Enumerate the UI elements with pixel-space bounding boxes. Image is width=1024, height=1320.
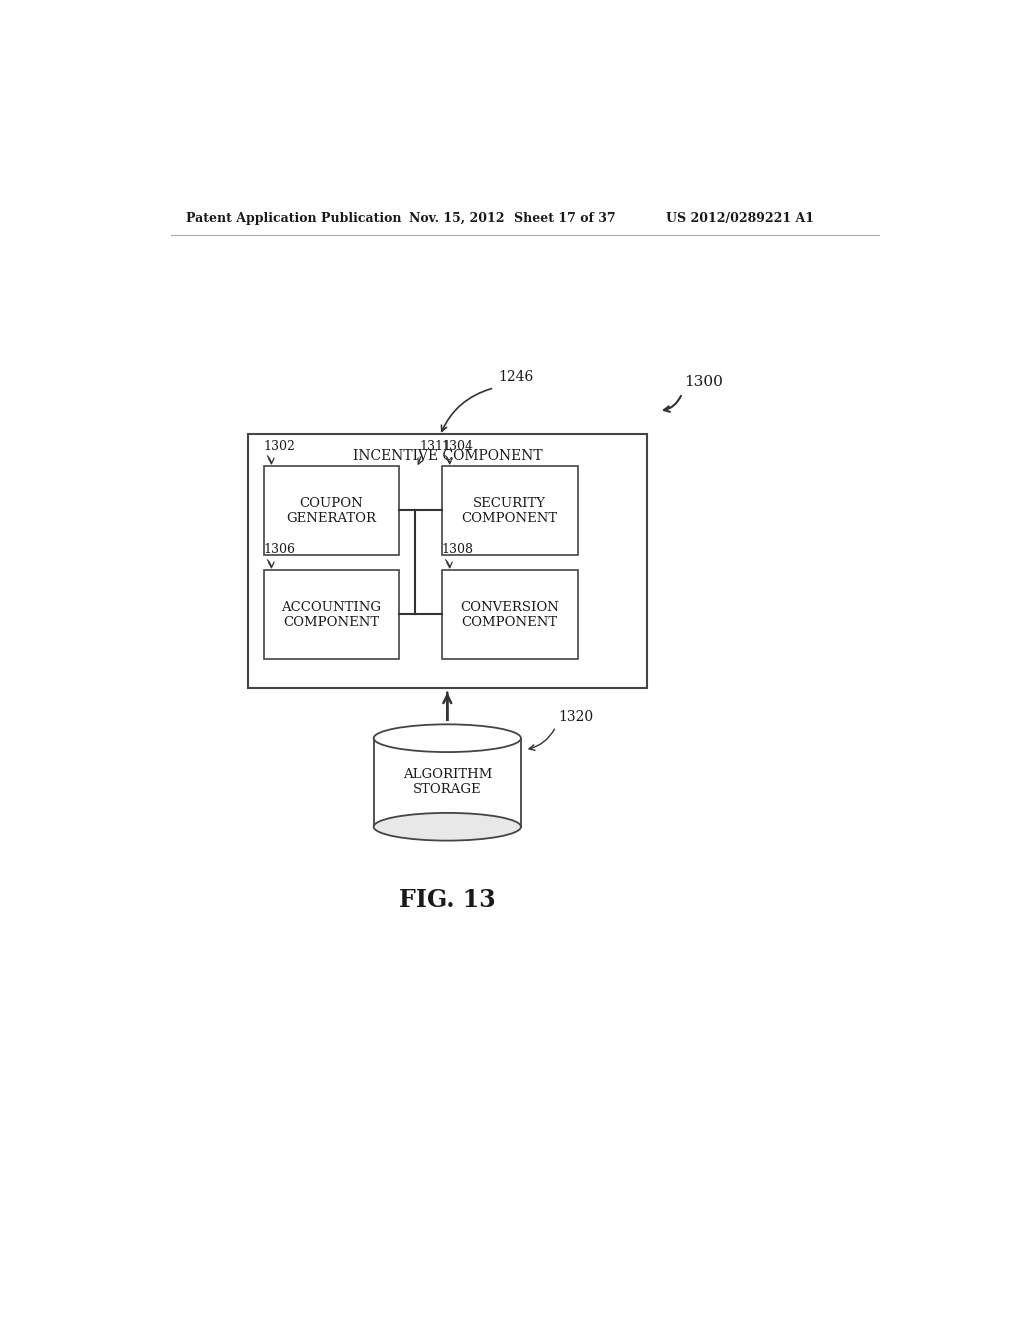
Bar bbox=[248, 434, 647, 688]
Text: 1311: 1311 bbox=[420, 440, 452, 453]
Text: 1300: 1300 bbox=[684, 375, 723, 389]
Text: ACCOUNTING
COMPONENT: ACCOUNTING COMPONENT bbox=[282, 601, 381, 628]
Text: CONVERSION
COMPONENT: CONVERSION COMPONENT bbox=[460, 601, 559, 628]
Text: Nov. 15, 2012: Nov. 15, 2012 bbox=[410, 213, 505, 224]
Text: 1304: 1304 bbox=[442, 440, 474, 453]
Text: US 2012/0289221 A1: US 2012/0289221 A1 bbox=[666, 213, 814, 224]
Text: 1308: 1308 bbox=[442, 544, 474, 557]
Text: INCENTIVE COMPONENT: INCENTIVE COMPONENT bbox=[353, 449, 543, 463]
Text: FIG. 13: FIG. 13 bbox=[399, 888, 496, 912]
Bar bbox=[263, 570, 399, 659]
Text: Patent Application Publication: Patent Application Publication bbox=[186, 213, 401, 224]
Bar bbox=[370, 721, 524, 738]
Bar bbox=[263, 466, 399, 554]
Text: 1302: 1302 bbox=[263, 440, 296, 453]
Text: COUPON
GENERATOR: COUPON GENERATOR bbox=[287, 496, 377, 524]
Bar bbox=[442, 570, 578, 659]
Text: 1306: 1306 bbox=[263, 544, 296, 557]
Text: Sheet 17 of 37: Sheet 17 of 37 bbox=[514, 213, 615, 224]
Text: SECURITY
COMPONENT: SECURITY COMPONENT bbox=[462, 496, 558, 524]
Text: ALGORITHM
STORAGE: ALGORITHM STORAGE bbox=[402, 768, 492, 796]
Text: 1246: 1246 bbox=[498, 370, 534, 384]
Bar bbox=[374, 738, 521, 826]
Bar bbox=[442, 466, 578, 554]
Ellipse shape bbox=[374, 725, 521, 752]
Ellipse shape bbox=[374, 813, 521, 841]
Text: 1320: 1320 bbox=[558, 710, 593, 725]
